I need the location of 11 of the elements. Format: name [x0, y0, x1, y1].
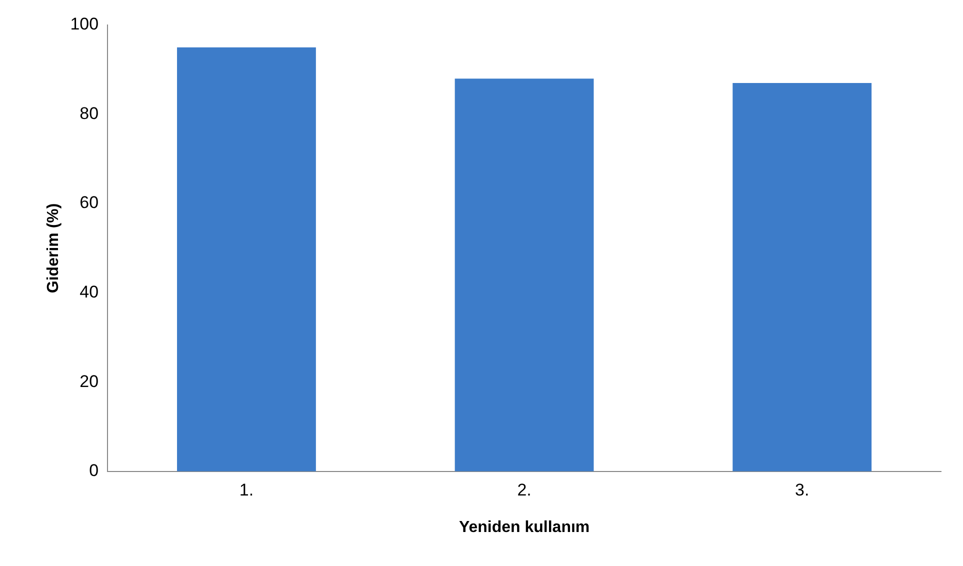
- y-tick-label: 60: [80, 193, 99, 212]
- y-tick-label: 20: [80, 372, 99, 391]
- x-axis-title: Yeniden kullanım: [458, 518, 590, 536]
- x-tick-label: 3.: [795, 480, 810, 500]
- y-axis-title: Giderim (%): [45, 203, 62, 294]
- y-tick-label: 0: [89, 461, 99, 480]
- y-tick-label: 40: [80, 282, 99, 302]
- y-tick-label: 100: [70, 14, 99, 34]
- x-tick-label: 2.: [517, 480, 532, 500]
- y-tick-label: 80: [80, 104, 99, 123]
- x-tick-label: 1.: [239, 480, 254, 500]
